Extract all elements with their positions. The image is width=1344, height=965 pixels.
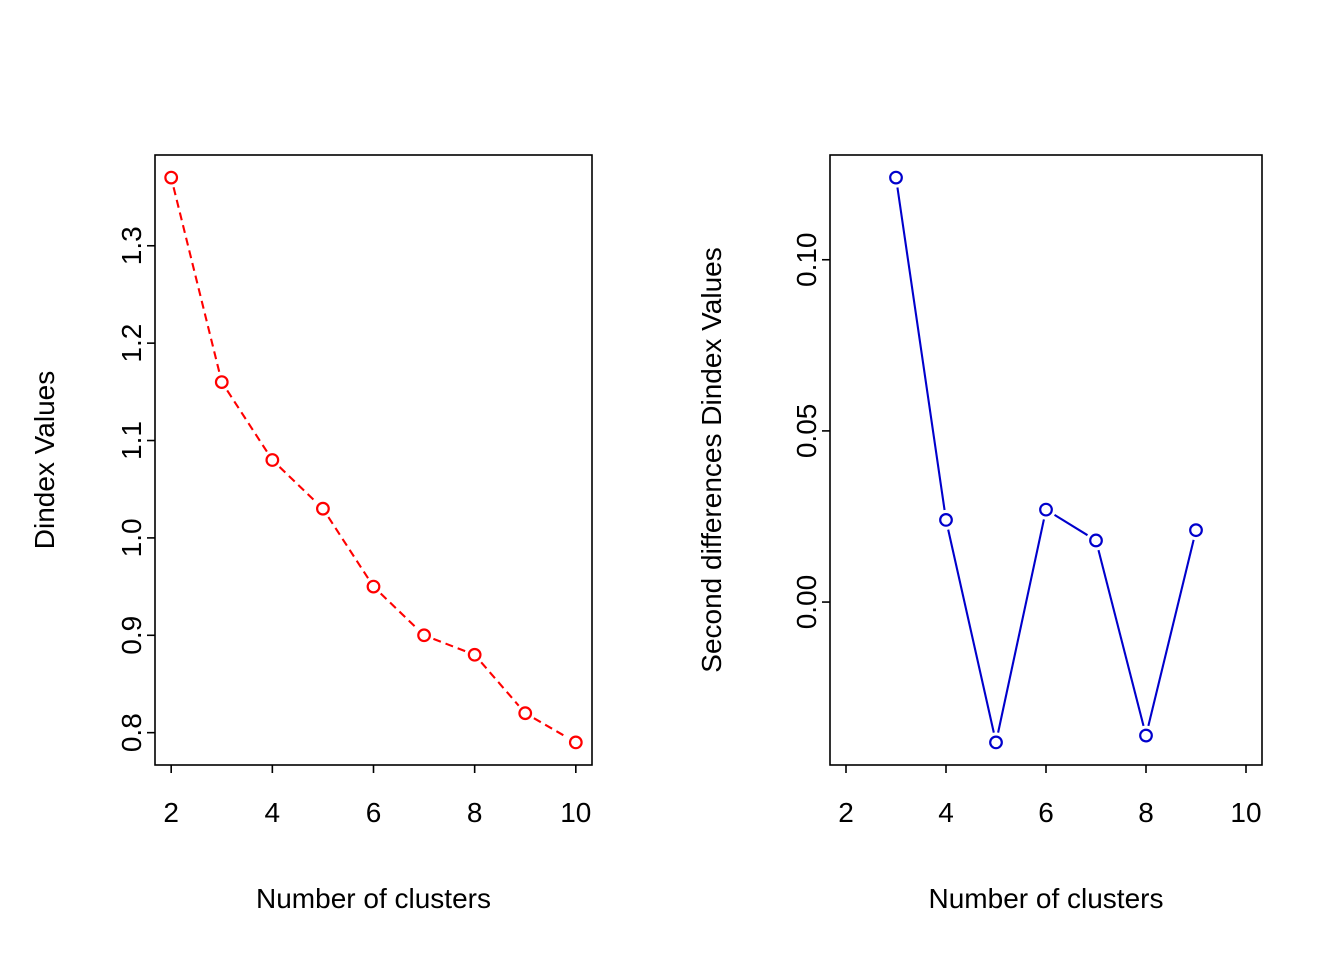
x-tick-label: 4	[938, 797, 954, 828]
x-tick-label: 6	[1038, 797, 1054, 828]
data-point	[1139, 728, 1153, 743]
series-line-segment	[947, 529, 995, 733]
y-axis-title-left: Dindex Values	[29, 370, 60, 550]
y-tick-label: 1.3	[116, 226, 147, 265]
y-tick-label: 0.05	[791, 404, 822, 459]
y-tick-label: 0.10	[791, 232, 822, 287]
series-line-segment	[433, 637, 466, 653]
data-point	[1039, 502, 1053, 517]
y-tick-label: 1.1	[116, 421, 147, 460]
x-tick-label: 10	[1230, 797, 1261, 828]
series-line-segment	[533, 717, 568, 739]
plot-box-left	[154, 154, 593, 766]
series-line-segment	[327, 516, 369, 579]
series-line-segment	[896, 187, 946, 511]
plot-box-right	[829, 154, 1263, 766]
data-point	[1089, 533, 1103, 548]
series-line-segment	[480, 661, 520, 707]
series-line-segment	[1097, 549, 1145, 727]
series-line-segment	[997, 519, 1045, 733]
x-tick-label: 2	[163, 797, 179, 828]
data-point	[518, 706, 533, 721]
data-point	[214, 375, 229, 389]
y-tick-label: 1.0	[116, 518, 147, 557]
data-point	[889, 170, 903, 185]
data-point	[164, 170, 179, 185]
y-tick-label: 0.00	[791, 575, 822, 630]
series-line-segment	[379, 592, 418, 630]
x-axis-title-right: Number of clusters	[928, 883, 1164, 914]
data-point	[1189, 523, 1203, 538]
data-point	[366, 579, 381, 594]
series-line-segment	[1147, 539, 1195, 727]
y-axis-title-right: Second differences Dindex Values	[696, 247, 727, 673]
x-tick-label: 4	[265, 797, 281, 828]
series-line-segment	[278, 466, 317, 503]
x-tick-label: 6	[366, 797, 382, 828]
series-line-segment	[1053, 513, 1089, 537]
data-point	[467, 647, 482, 662]
y-tick-label: 0.9	[116, 616, 147, 655]
data-point	[939, 513, 953, 527]
x-tick-label: 2	[838, 797, 854, 828]
y-tick-label: 0.8	[116, 713, 147, 752]
data-point	[316, 501, 330, 516]
x-axis-title-left: Number of clusters	[256, 883, 491, 914]
data-point	[417, 628, 431, 643]
x-tick-label: 8	[1138, 797, 1154, 828]
x-tick-label: 8	[467, 797, 483, 828]
data-point	[265, 453, 280, 467]
y-tick-label: 1.2	[116, 324, 147, 363]
series-line-segment	[226, 389, 268, 453]
data-point	[568, 735, 583, 750]
x-tick-label: 10	[560, 797, 591, 828]
data-point	[989, 735, 1003, 750]
series-line-segment	[172, 187, 221, 373]
